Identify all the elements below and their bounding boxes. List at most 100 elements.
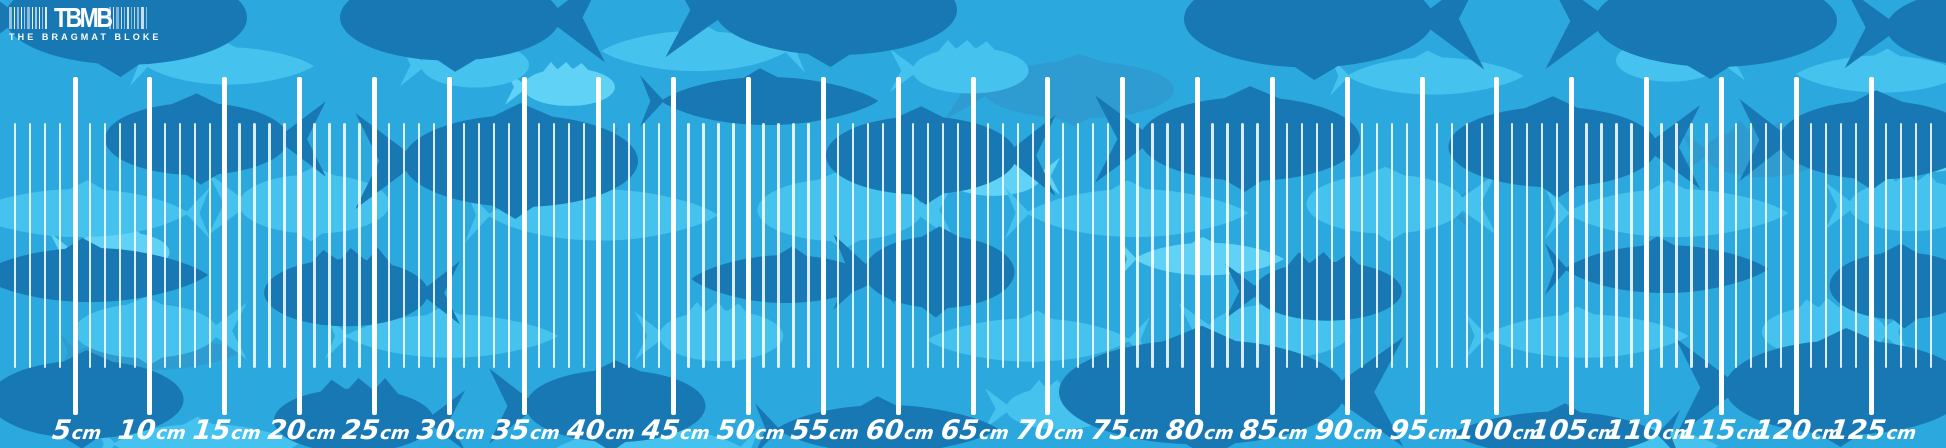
ruler-label-25cm: 25cm	[340, 415, 412, 446]
ruler-tick-minor-113cm	[1690, 123, 1693, 368]
barcode-bar	[45, 7, 47, 29]
barcode-bar	[21, 7, 22, 29]
ruler-tick-minor-71cm	[1061, 123, 1064, 368]
ruler-tick-minor-116cm	[1735, 123, 1738, 368]
ruler-label-15cm: 15cm	[190, 415, 262, 446]
ruler-label-55cm: 55cm	[789, 415, 861, 446]
ruler-tick-minor-82cm	[1226, 123, 1229, 368]
ruler-tick-minor-107cm	[1600, 123, 1603, 368]
ruler-tick-minor-33cm	[492, 123, 496, 368]
ruler-tick-minor-27cm	[403, 123, 406, 368]
ruler-tick-minor-4cm	[58, 123, 62, 368]
ruler-tick-minor-117cm	[1750, 123, 1753, 368]
barcode-bar	[113, 7, 114, 29]
ruler-tick-minor-93cm	[1390, 123, 1394, 368]
ruler-tick-minor-22cm	[328, 123, 331, 368]
ruler-tick-minor-9cm	[133, 123, 137, 368]
ruler-tick-major-5cm	[72, 77, 78, 415]
ruler-tick-minor-24cm	[358, 123, 361, 368]
barcode-bar	[109, 7, 111, 29]
ruler-tick-major-120cm	[1793, 77, 1799, 415]
ruler-tick-minor-21cm	[313, 123, 316, 368]
ruler-tick-minor-54cm	[807, 123, 810, 368]
logo-tagline: THE BRAGMAT BLOKE	[9, 32, 162, 42]
ruler-tick-minor-73cm	[1091, 123, 1094, 368]
ruler-tick-minor-18cm	[268, 123, 271, 368]
ruler-tick-minor-88cm	[1316, 123, 1319, 368]
ruler-tick-minor-31cm	[462, 123, 466, 368]
ruler-tick-minor-47cm	[702, 123, 705, 368]
ruler-tick-minor-57cm	[852, 123, 855, 368]
ruler-tick-major-60cm	[895, 77, 901, 415]
ruler-tick-major-105cm	[1569, 77, 1575, 415]
ruler-tick-major-95cm	[1419, 77, 1425, 415]
ruler-label-35cm: 35cm	[490, 415, 561, 446]
ruler-tick-minor-6cm	[88, 123, 92, 368]
ruler-tick-major-50cm	[746, 77, 751, 415]
ruler-tick-minor-46cm	[687, 123, 690, 368]
ruler-tick-minor-92cm	[1375, 123, 1379, 368]
ruler-tick-minor-3cm	[43, 123, 47, 368]
ruler-tick-minor-101cm	[1510, 123, 1513, 368]
ruler-tick-minor-14cm	[208, 123, 211, 368]
ruler-label-95cm: 95cm	[1388, 415, 1459, 446]
ruler-tick-minor-37cm	[552, 123, 556, 368]
ruler-tick-minor-44cm	[657, 123, 660, 368]
ruler-tick-minor-84cm	[1256, 123, 1259, 368]
ruler-tick-minor-36cm	[537, 123, 541, 368]
ruler-label-65cm: 65cm	[939, 415, 1010, 446]
ruler-tick-major-25cm	[371, 77, 377, 415]
ruler-tick-minor-97cm	[1450, 123, 1454, 368]
ruler-tick-minor-1cm	[13, 123, 17, 368]
ruler-tick-minor-41cm	[612, 123, 615, 368]
ruler-tick-minor-51cm	[762, 123, 765, 368]
ruler-label-10cm: 10cm	[115, 415, 187, 446]
ruler-tick-major-100cm	[1494, 77, 1500, 415]
barcode-bar	[116, 7, 119, 29]
ruler-tick-minor-109cm	[1630, 123, 1633, 368]
ruler-tick-minor-64cm	[956, 123, 960, 368]
barcode-bar	[32, 7, 33, 29]
ruler-tick-minor-66cm	[986, 123, 990, 368]
ruler-tick-major-115cm	[1718, 77, 1724, 415]
ruler-tick-minor-34cm	[507, 123, 511, 368]
ruler-tick-minor-29cm	[433, 123, 436, 368]
ruler-tick-minor-17cm	[253, 123, 256, 368]
ruler-label-5cm: 5cm	[50, 415, 103, 446]
ruler-label-80cm: 80cm	[1163, 415, 1235, 446]
ruler-tick-minor-83cm	[1241, 123, 1244, 368]
ruler-tick-minor-58cm	[867, 123, 870, 368]
ruler-tick-minor-99cm	[1480, 123, 1484, 368]
ruler-label-45cm: 45cm	[639, 415, 711, 446]
ruler-tick-minor-76cm	[1136, 123, 1139, 368]
barcode-bar	[17, 7, 19, 29]
ruler-label-90cm: 90cm	[1313, 415, 1385, 446]
barcode-right-icon	[109, 7, 149, 29]
barcode-bar	[141, 7, 144, 29]
ruler-tick-minor-13cm	[193, 123, 196, 368]
barcode-bar	[134, 7, 135, 29]
ruler-tick-minor-118cm	[1765, 123, 1768, 368]
ruler-tick-minor-108cm	[1615, 123, 1618, 368]
ruler-tick-minor-122cm	[1824, 123, 1828, 368]
ruler-tick-major-45cm	[671, 77, 677, 415]
ruler-tick-minor-49cm	[732, 123, 735, 368]
ruler-tick-minor-124cm	[1854, 123, 1858, 368]
ruler-tick-major-10cm	[147, 77, 153, 415]
ruler-tick-minor-129cm	[1929, 123, 1933, 368]
ruler-tick-minor-16cm	[238, 123, 241, 368]
logo-row: TBMB	[9, 4, 162, 32]
ruler-label-125cm: 125cm	[1827, 415, 1918, 446]
ruler-tick-minor-102cm	[1525, 123, 1528, 368]
ruler-tick-minor-128cm	[1914, 123, 1918, 368]
barcode-bar	[131, 7, 132, 29]
ruler-tick-minor-7cm	[103, 123, 107, 368]
ruler-tick-major-70cm	[1045, 77, 1051, 415]
barcode-bar	[35, 7, 37, 29]
ruler-tick-minor-56cm	[837, 123, 840, 368]
ruler-label-85cm: 85cm	[1238, 415, 1310, 446]
ruler-tick-minor-111cm	[1660, 123, 1663, 368]
ruler-tick-minor-8cm	[118, 123, 122, 368]
ruler-tick-major-20cm	[297, 77, 302, 415]
